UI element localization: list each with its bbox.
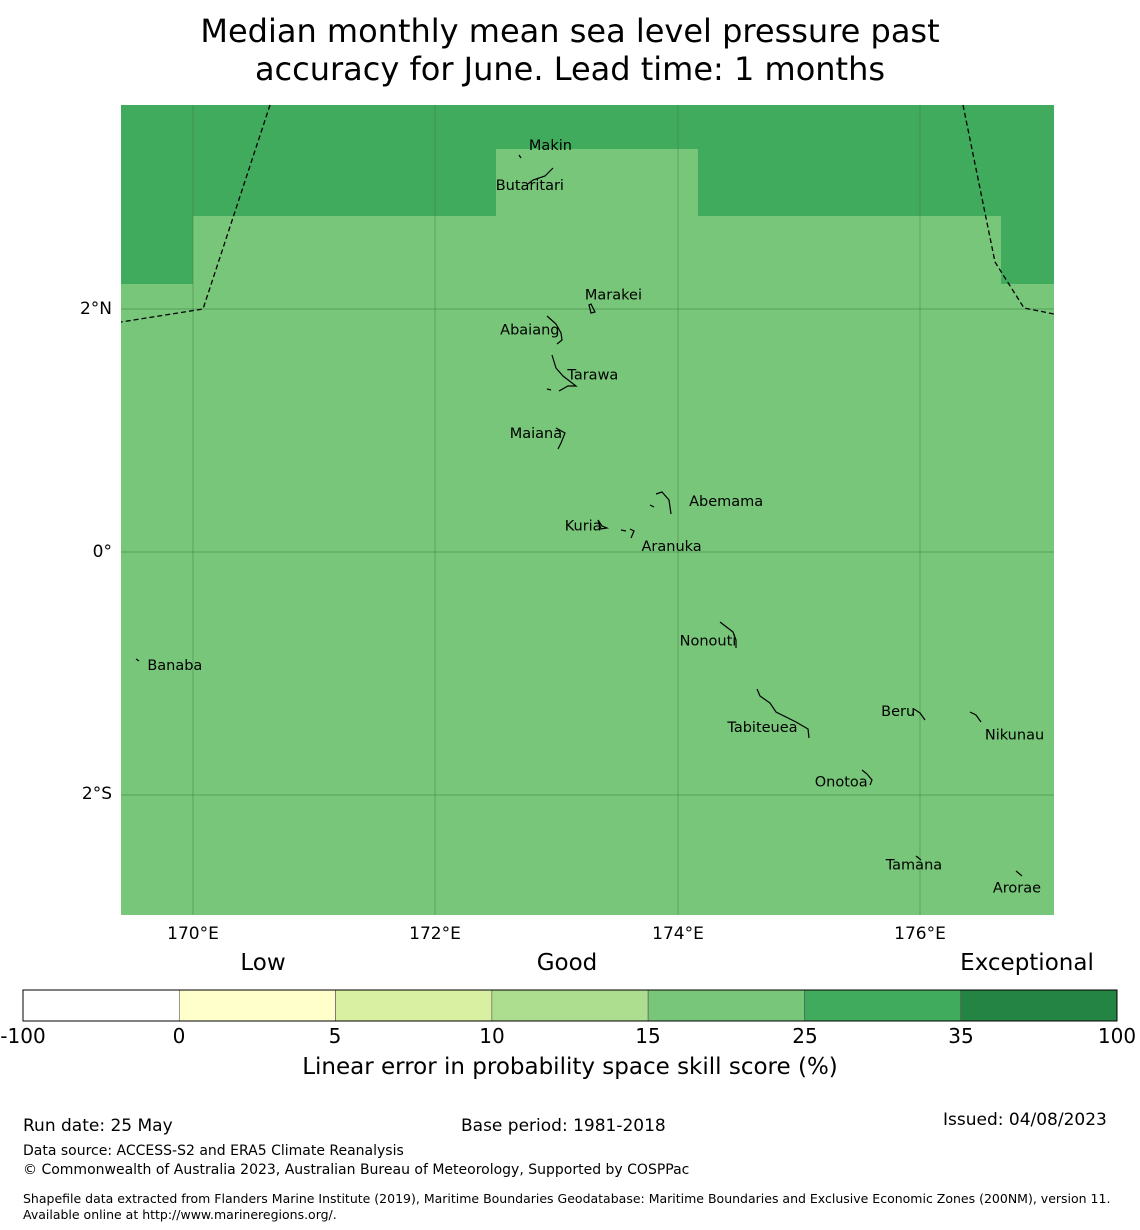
colorbar-segment bbox=[22, 989, 180, 1022]
island-label-arorae: Arorae bbox=[993, 880, 1041, 896]
colorbar-tick: 15 bbox=[635, 1024, 661, 1048]
colorbar-segment bbox=[960, 989, 1118, 1022]
base-period: Base period: 1981-2018 bbox=[461, 1116, 666, 1136]
lon-label-176e: 176°E bbox=[894, 924, 946, 944]
map-title: Median monthly mean sea level pressure p… bbox=[0, 12, 1140, 88]
graticule bbox=[121, 105, 1054, 915]
lat-label-0: 0° bbox=[92, 542, 112, 562]
island-label-onotoa: Onotoa bbox=[815, 775, 868, 791]
data-source: Data source: ACCESS-S2 and ERA5 Climate … bbox=[23, 1143, 404, 1159]
legend-category-exceptional: Exceptional bbox=[960, 950, 1094, 976]
lon-label-170e: 170°E bbox=[167, 924, 219, 944]
eez-boundary bbox=[120, 104, 1055, 323]
colorbar-segment bbox=[647, 989, 805, 1022]
island-label-butaritari: Butaritari bbox=[496, 178, 564, 194]
lat-label-2n: 2°N bbox=[79, 299, 112, 319]
island-label-marakei: Marakei bbox=[585, 287, 642, 303]
colorbar-segment bbox=[491, 989, 649, 1022]
island-label-beru: Beru bbox=[881, 704, 915, 720]
colorbar-tick: 35 bbox=[948, 1024, 974, 1048]
colorbar-tick: 100 bbox=[1097, 1024, 1137, 1048]
island-labels: Makin Butaritari Marakei Abaiang Tarawa Maian… bbox=[147, 138, 1044, 896]
map-title-line2: accuracy for June. Lead time: 1 months bbox=[254, 50, 886, 88]
island-label-abaiang: Abaiang bbox=[500, 323, 559, 339]
island-label-maiana: Maiana bbox=[510, 426, 562, 442]
colorbar-tick: 0 bbox=[172, 1024, 186, 1048]
colorbar-tick: -100 bbox=[0, 1024, 46, 1048]
island-label-nikunau: Nikunau bbox=[985, 727, 1044, 743]
lon-label-172e: 172°E bbox=[409, 924, 461, 944]
colorbar bbox=[22, 989, 1118, 1022]
island-outlines bbox=[135, 154, 1023, 877]
colorbar-tick: 10 bbox=[479, 1024, 505, 1048]
colorbar-segment bbox=[335, 989, 493, 1022]
island-label-tabiteuea: Tabiteuea bbox=[726, 720, 797, 736]
run-date: Run date: 25 May bbox=[23, 1116, 173, 1136]
skill-field-good bbox=[121, 105, 1054, 915]
island-label-aranuka: Aranuka bbox=[642, 539, 702, 555]
legend-category-good: Good bbox=[536, 950, 598, 976]
shapefile-credit: Shapefile data extracted from Flanders M… bbox=[23, 1191, 1111, 1222]
colorbar-outline bbox=[22, 989, 1118, 1022]
copyright: © Commonwealth of Australia 2023, Austra… bbox=[23, 1162, 690, 1178]
island-label-tamana: Tamana bbox=[885, 857, 942, 873]
issued-date: Issued: 04/08/2023 bbox=[943, 1110, 1107, 1130]
lat-label-2s: 2°S bbox=[81, 784, 112, 804]
island-label-kuria: Kuria bbox=[565, 518, 602, 534]
island-label-banaba: Banaba bbox=[147, 658, 202, 674]
colorbar-segment bbox=[804, 989, 962, 1022]
island-label-abemama: Abemama bbox=[689, 494, 763, 510]
island-label-nonouti: Nonouti bbox=[680, 634, 737, 650]
colorbar-tick: 25 bbox=[792, 1024, 818, 1048]
colorbar-tick: 5 bbox=[328, 1024, 342, 1048]
skill-field-very-good bbox=[121, 105, 1054, 284]
lon-label-174e: 174°E bbox=[652, 924, 704, 944]
map-title-line1: Median monthly mean sea level pressure p… bbox=[200, 12, 940, 50]
legend-category-low: Low bbox=[240, 950, 286, 976]
colorbar-segment bbox=[178, 989, 336, 1022]
island-label-tarawa: Tarawa bbox=[566, 368, 618, 384]
island-label-makin: Makin bbox=[529, 138, 572, 154]
colorbar-title: Linear error in probability space skill … bbox=[302, 1054, 838, 1080]
